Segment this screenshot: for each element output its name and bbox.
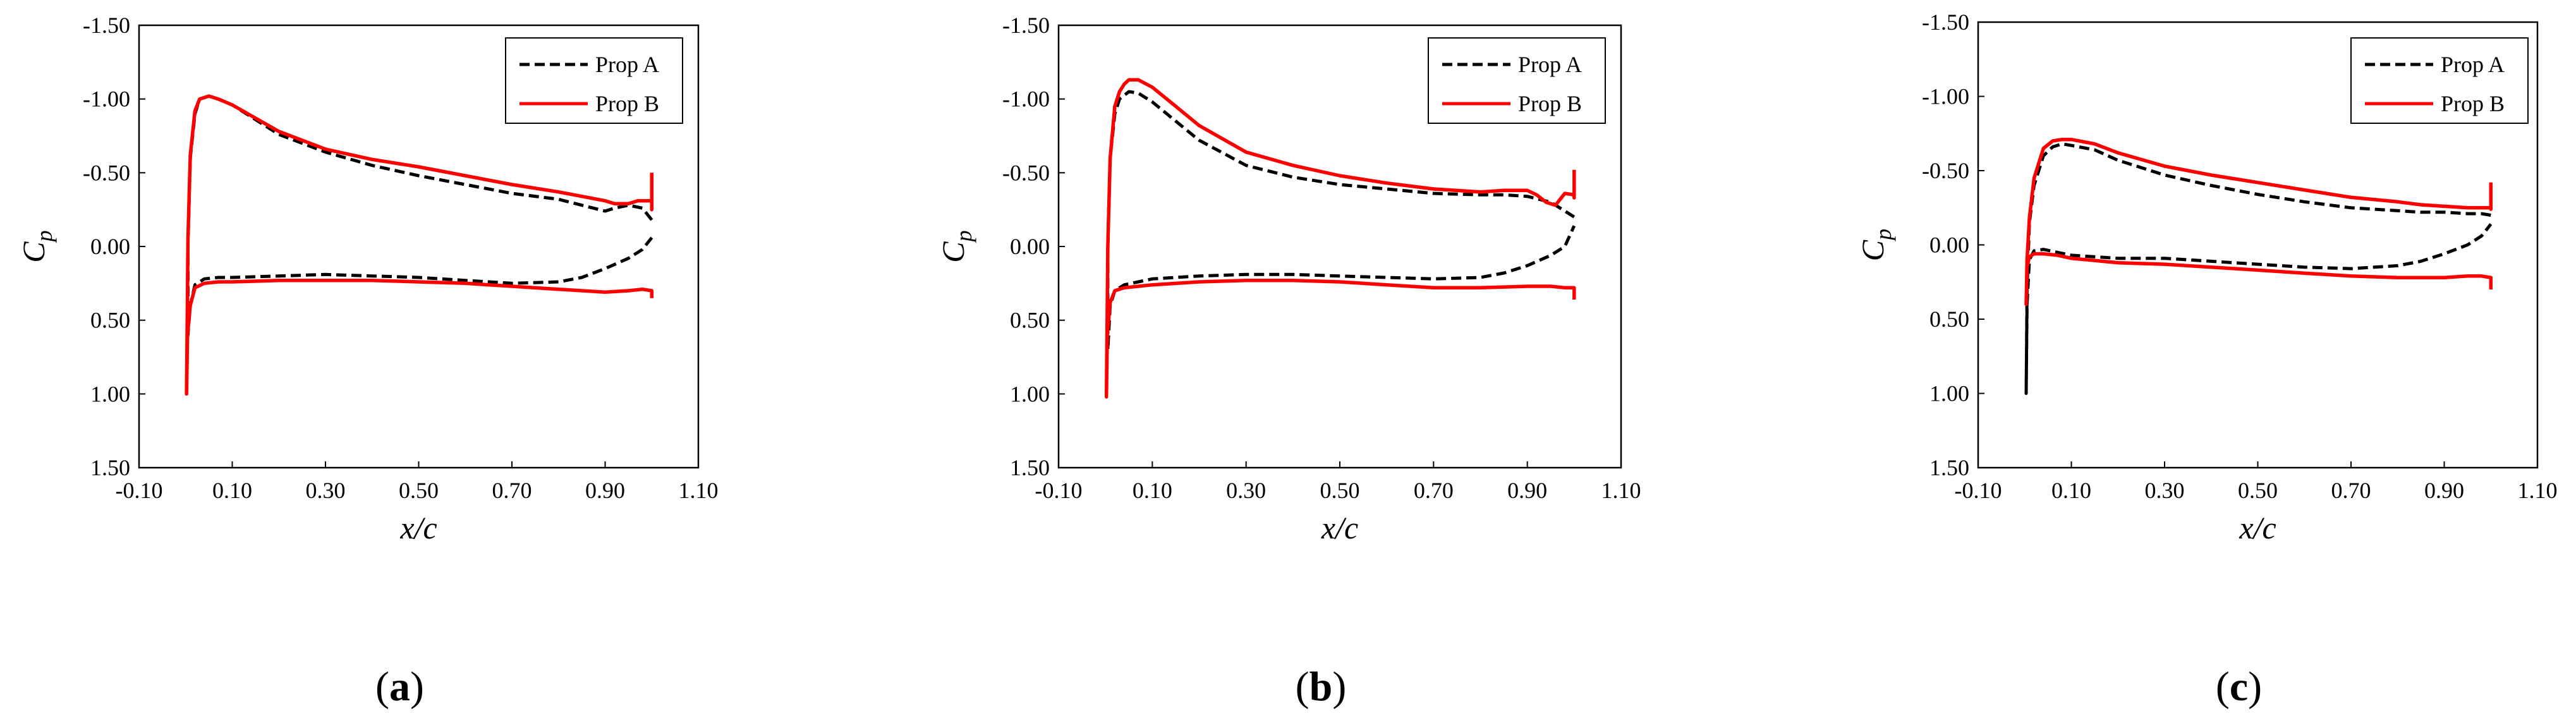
y-tick-label: -1.00: [83, 87, 130, 112]
panel-a: -1.50 -1.00 -0.50 0.00 0.50 1.00 1.50-0.10 0.10…: [16, 13, 719, 710]
panel-letter: c: [2230, 664, 2248, 710]
x-tick-label: -0.10: [116, 478, 163, 503]
x-tick-label: -0.10: [1035, 478, 1083, 503]
y-tick-label: 1.50: [90, 455, 130, 480]
x-axis: -0.10 0.10 0.30 0.50 0.70 0.90 1.10: [116, 461, 719, 503]
x-axis-title: x/c: [1321, 510, 1358, 545]
series-line-prop-a: [1106, 90, 1576, 351]
series-line-prop-b: [185, 94, 654, 396]
y-tick-label: -0.50: [83, 160, 130, 185]
y-axis-title: Cp: [1855, 229, 1896, 261]
legend-box: [505, 37, 683, 124]
x-tick-label: 0.10: [1133, 478, 1172, 503]
x-tick-label: 0.50: [2238, 478, 2278, 503]
panel-label: (a): [375, 664, 424, 710]
y-axis: -1.50 -1.00 -0.50 0.00 0.50 1.00 1.50: [1002, 13, 1065, 480]
legend: Prop A Prop B: [505, 37, 683, 124]
y-tick-label: 1.50: [1929, 455, 1969, 480]
y-axis: -1.50 -1.00 -0.50 0.00 0.50 1.00 1.50: [83, 13, 145, 480]
x-axis-title: x/c: [2239, 510, 2276, 545]
series-group: [1104, 78, 1576, 399]
x-tick-label: 0.90: [585, 478, 625, 503]
x-axis: -0.10 0.10 0.30 0.50 0.70 0.90 1.10: [1035, 461, 1641, 503]
x-tick-label: 1.10: [679, 478, 719, 503]
x-tick-label: 0.90: [2424, 478, 2464, 503]
x-tick-label: 0.70: [1414, 478, 1454, 503]
panel-c: -1.50 -1.00 -0.50 0.00 0.50 1.00 1.50-0.10 0.10…: [1855, 9, 2558, 710]
x-tick-label: 0.30: [306, 478, 346, 503]
y-tick-label: 0.00: [1010, 234, 1050, 259]
panel-letter: a: [389, 664, 410, 710]
y-tick-label: 0.00: [1929, 233, 1969, 258]
y-axis-title-main: C: [16, 241, 51, 263]
y-axis-title: Cp: [935, 230, 976, 262]
y-axis-title-sub: p: [951, 230, 976, 243]
x-tick-label: 0.70: [2331, 478, 2371, 503]
y-axis-title-main: C: [1855, 240, 1890, 261]
x-axis: -0.10 0.10 0.30 0.50 0.70 0.90 1.10: [1955, 461, 2558, 503]
panel-b: -1.50 -1.00 -0.50 0.00 0.50 1.00 1.50-0.10 0.10…: [935, 13, 1641, 710]
x-tick-label: 0.30: [1226, 478, 1266, 503]
x-tick-label: 0.10: [2051, 478, 2091, 503]
y-tick-label: 1.50: [1010, 455, 1050, 480]
y-axis: -1.50 -1.00 -0.50 0.00 0.50 1.00 1.50: [1922, 9, 1984, 480]
x-tick-label: -0.10: [1955, 478, 2002, 503]
y-tick-label: 1.00: [1929, 381, 1969, 406]
x-tick-label: 1.10: [2518, 478, 2558, 503]
legend-label: Prop A: [1518, 52, 1582, 77]
y-axis-title-sub: p: [1871, 229, 1896, 242]
series-line-prop-b: [2024, 137, 2493, 307]
y-tick-label: 0.00: [90, 234, 130, 259]
panel-label: (b): [1296, 664, 1347, 710]
legend-label: Prop A: [595, 52, 659, 77]
y-tick-label: 0.50: [90, 308, 130, 333]
legend-label: Prop B: [595, 91, 659, 116]
x-tick-label: 0.10: [212, 478, 252, 503]
legend-box: [1428, 37, 1606, 124]
y-axis-title: Cp: [16, 230, 57, 262]
y-tick-label: -1.50: [1002, 13, 1050, 38]
legend-label: Prop B: [2441, 91, 2505, 116]
legend: Prop A Prop B: [2350, 37, 2529, 124]
x-axis-title: x/c: [399, 510, 437, 545]
series-group: [185, 94, 654, 396]
y-tick-label: 0.50: [1929, 307, 1969, 332]
x-tick-label: 0.50: [1320, 478, 1360, 503]
y-tick-label: -0.50: [1922, 158, 1969, 183]
x-tick-label: 0.30: [2145, 478, 2185, 503]
x-tick-label: 0.70: [492, 478, 532, 503]
y-tick-label: -0.50: [1002, 160, 1050, 185]
y-tick-label: -1.00: [1002, 87, 1050, 112]
y-tick-label: -1.50: [83, 13, 130, 38]
legend-label: Prop B: [1518, 91, 1582, 116]
series-line-prop-b: [1104, 78, 1576, 399]
legend: Prop A Prop B: [1428, 37, 1606, 124]
y-tick-label: 0.50: [1010, 308, 1050, 333]
y-tick-label: 1.00: [90, 381, 130, 406]
y-tick-label: 1.00: [1010, 381, 1050, 406]
x-tick-label: 0.50: [399, 478, 439, 503]
y-tick-label: -1.50: [1922, 9, 1969, 35]
x-tick-label: 0.90: [1507, 478, 1547, 503]
panel-label: (c): [2216, 664, 2262, 710]
x-tick-label: 1.10: [1601, 478, 1641, 503]
legend-box: [2350, 37, 2529, 124]
series-line-prop-a: [186, 94, 653, 337]
y-tick-label: -1.00: [1922, 84, 1969, 109]
series-group: [2024, 137, 2493, 395]
legend-label: Prop A: [2441, 52, 2505, 77]
y-axis-title-sub: p: [32, 230, 57, 243]
panel-letter: b: [1309, 664, 1333, 710]
y-axis-title-main: C: [935, 241, 971, 263]
